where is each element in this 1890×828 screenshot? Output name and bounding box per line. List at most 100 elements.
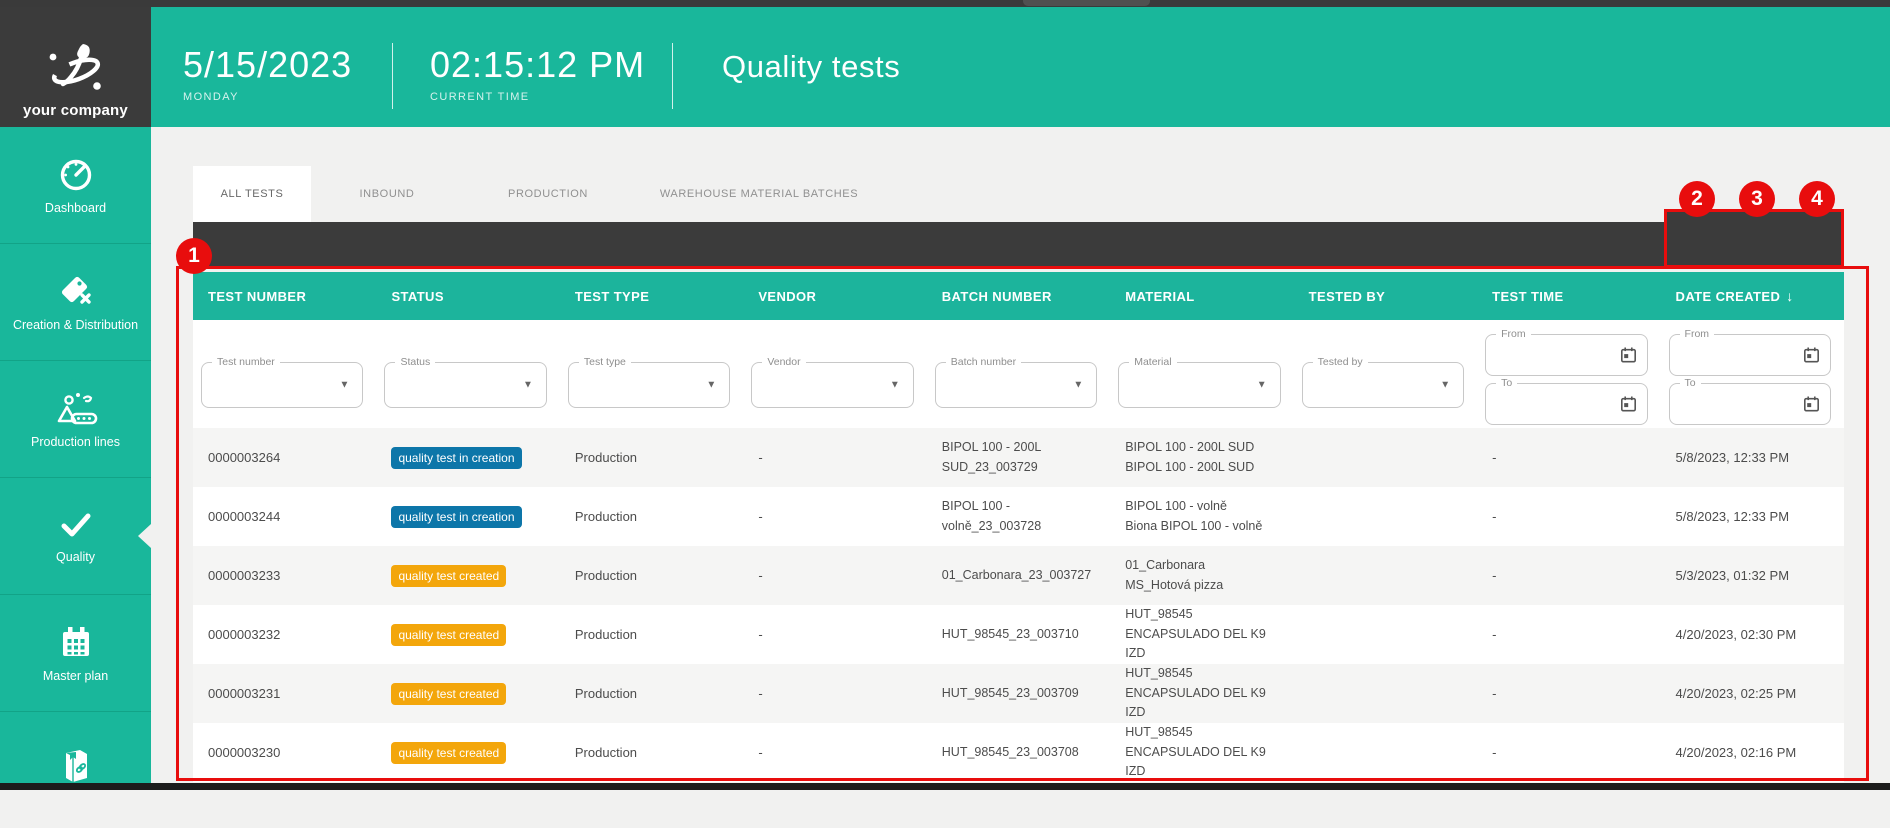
tab-warehouse-material-batches[interactable]: WAREHOUSE MATERIAL BATCHES: [659, 188, 859, 200]
column-header-test-number[interactable]: TEST NUMBER: [208, 288, 307, 304]
chevron-down-icon: ▼: [1073, 379, 1084, 391]
sidebar-item-master-plan[interactable]: Master plan: [0, 594, 151, 711]
cell-date-created: 4/20/2023, 02:30 PM: [1675, 627, 1797, 642]
calendar-picker-icon[interactable]: [1803, 396, 1820, 413]
page-title: Quality tests: [722, 49, 901, 84]
tag-icon: [61, 276, 91, 304]
sidebar-item-label: Dashboard: [44, 200, 107, 215]
cell-test-type: Production: [574, 568, 638, 583]
company-logo: your company: [0, 7, 151, 127]
filter-test-time-to[interactable]: To: [1485, 377, 1648, 425]
cell-test-type: Production: [574, 627, 638, 642]
cell-test-number: 0000003231: [208, 686, 281, 701]
add-test-button[interactable]: +: [1730, 222, 1787, 268]
calendar-picker-icon[interactable]: [1620, 347, 1637, 364]
annotation-badge-4: 4: [1799, 181, 1835, 217]
table-row[interactable]: 0000003244 quality test in creation Prod…: [193, 487, 1844, 546]
table-row[interactable]: 0000003231 quality test created Producti…: [193, 664, 1844, 723]
tab-all-tests[interactable]: ALL TESTS: [193, 166, 311, 222]
chevron-down-icon: ▼: [706, 379, 717, 391]
column-header-date-created[interactable]: DATE CREATED ↓: [1675, 288, 1794, 304]
column-header-status[interactable]: STATUS: [391, 288, 444, 304]
cell-vendor: -: [758, 450, 763, 465]
cell-test-number: 0000003232: [208, 627, 281, 642]
header-divider: [392, 43, 393, 109]
chevron-down-icon: ▼: [1256, 379, 1267, 391]
filter-status-select[interactable]: Status ▼: [384, 356, 547, 408]
filter-test-number-select[interactable]: Test number ▼: [201, 356, 364, 408]
cell-test-type: Production: [574, 450, 638, 465]
cell-date-created: 5/3/2023, 01:32 PM: [1675, 568, 1790, 583]
cell-vendor: -: [758, 745, 763, 760]
chevron-down-icon: ▼: [1440, 379, 1451, 391]
filter-test-type-select[interactable]: Test type ▼: [567, 356, 731, 408]
table-row[interactable]: 0000003233 quality test created Producti…: [193, 546, 1844, 605]
sidebar-item-quality[interactable]: Quality: [0, 477, 151, 594]
cell-batch-number: HUT_98545_23_003709: [941, 685, 1079, 700]
cell-batch-number: BIPOL 100 - 200L SUD_23_003729: [941, 440, 1041, 474]
cell-material: BIPOL 100 - volně Biona BIPOL 100 - volně: [1125, 499, 1263, 533]
filter-vendor-select[interactable]: Vendor ▼: [751, 356, 914, 408]
table-row[interactable]: 0000003230 quality test created Producti…: [193, 723, 1844, 782]
cell-vendor: -: [758, 627, 763, 642]
current-date: 5/15/2023: [183, 44, 353, 85]
active-item-notch: [138, 524, 151, 548]
cell-test-time: -: [1492, 627, 1497, 642]
bottom-window-strip: [0, 783, 1890, 790]
filter-date-created-to[interactable]: To: [1668, 377, 1831, 425]
top-window-strip: [0, 0, 1890, 7]
cell-test-type: Production: [574, 745, 638, 760]
cell-test-number: 0000003230: [208, 745, 281, 760]
column-header-material[interactable]: MATERIAL: [1125, 288, 1195, 304]
column-header-tested-by[interactable]: TESTED BY: [1308, 288, 1386, 304]
toolbar-buttons: +: [1673, 222, 1844, 268]
chevron-down-icon: ▼: [339, 379, 350, 391]
calendar-icon: [62, 626, 89, 656]
calendar-picker-icon[interactable]: [1620, 396, 1637, 413]
sidebar-item-bottom-partial[interactable]: [0, 711, 151, 828]
cell-batch-number: HUT_98545_23_003708: [941, 744, 1079, 759]
filter-date-created-from[interactable]: From: [1668, 328, 1831, 376]
cell-vendor: -: [758, 568, 763, 583]
chevron-down-icon: ▼: [522, 379, 533, 391]
cell-test-time: -: [1492, 568, 1497, 583]
settings-button[interactable]: [1787, 222, 1844, 268]
column-header-batch-number[interactable]: BATCH NUMBER: [941, 288, 1052, 304]
table-row[interactable]: 0000003264 quality test in creation Prod…: [193, 428, 1844, 487]
filter-test-time-from[interactable]: From: [1485, 328, 1648, 376]
column-header-test-type[interactable]: TEST TYPE: [574, 288, 650, 304]
tab-production[interactable]: PRODUCTION: [508, 188, 588, 200]
column-header-test-time[interactable]: TEST TIME: [1492, 288, 1564, 304]
sidebar: your company Dashboard Creation & Distri…: [0, 7, 151, 790]
cell-vendor: -: [758, 686, 763, 701]
cell-test-type: Production: [574, 686, 638, 701]
sidebar-item-production-lines[interactable]: Production lines: [0, 360, 151, 477]
cell-date-created: 5/8/2023, 12:33 PM: [1675, 509, 1790, 524]
annotation-badge-2: 2: [1679, 181, 1715, 217]
sidebar-item-dashboard[interactable]: Dashboard: [0, 127, 151, 243]
table-filter-row: Test number ▼ Status ▼ Test type ▼ Vendo…: [193, 320, 1844, 428]
cell-test-time: -: [1492, 509, 1497, 524]
cell-batch-number: HUT_98545_23_003710: [941, 626, 1079, 641]
sort-desc-icon[interactable]: ↓: [1786, 288, 1794, 304]
export-button[interactable]: [1673, 222, 1730, 268]
chevron-down-icon: ▼: [889, 379, 900, 391]
filter-batch-number-select[interactable]: Batch number ▼: [934, 356, 1098, 408]
company-logo-text: your company: [23, 102, 128, 119]
sidebar-item-creation-distribution[interactable]: Creation & Distribution: [0, 243, 151, 360]
column-header-vendor[interactable]: VENDOR: [758, 288, 817, 304]
calendar-picker-icon[interactable]: [1803, 347, 1820, 364]
current-time-label: CURRENT TIME: [430, 91, 530, 104]
current-time: 02:15:12 PM: [430, 44, 646, 85]
cell-material: 01_Carbonara MS_Hotová pizza: [1125, 558, 1224, 592]
filter-tested-by-select[interactable]: Tested by ▼: [1301, 356, 1465, 408]
sidebar-item-label: Master plan: [42, 668, 109, 683]
filter-material-select[interactable]: Material ▼: [1118, 356, 1281, 408]
production-line-icon: [57, 392, 97, 424]
tab-inbound[interactable]: INBOUND: [359, 188, 415, 200]
cell-test-number: 0000003264: [208, 450, 281, 465]
cell-test-time: -: [1492, 450, 1497, 465]
table-row[interactable]: 0000003232 quality test created Producti…: [193, 605, 1844, 664]
current-day: MONDAY: [183, 91, 239, 104]
header-date-block: 5/15/2023 MONDAY: [183, 43, 352, 103]
